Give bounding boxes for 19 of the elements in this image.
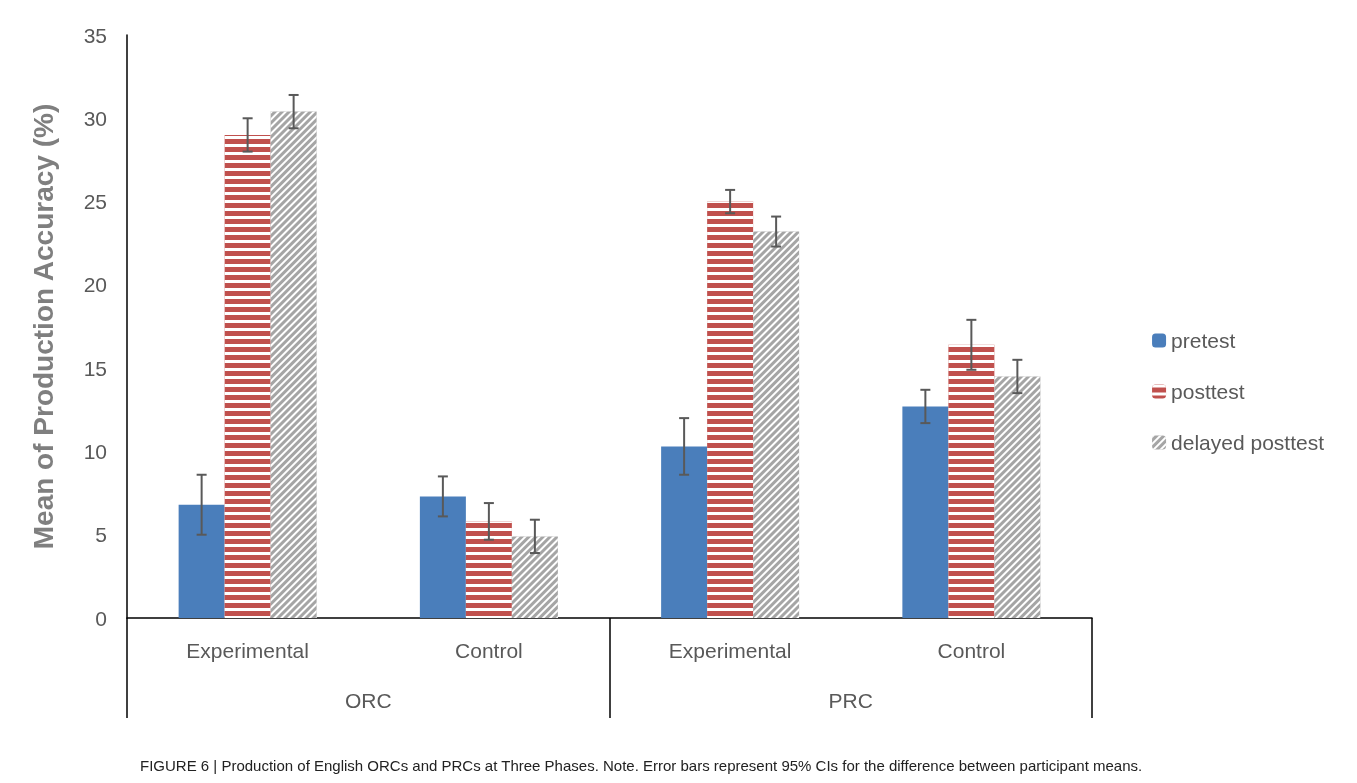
y-tick-label: 30 [83,106,107,130]
y-tick-label: 0 [95,606,107,630]
x-tick-label: Control [937,639,1006,662]
text: FIGURE 6 | Production of English ORCs and PRCs at Three Phases. Note. Error bars represent 95% CIs for the difference between participant means. [140,757,1143,774]
y-tick-label: 35 [83,23,107,47]
legend-label: pretest [1171,329,1236,352]
text: ORC [344,689,392,712]
legend-label: delayed posttest [1171,431,1325,454]
x-tick-label: Control [455,639,523,662]
x-tick-label: Experimental [668,639,792,662]
y-axis-title: Mean of Production Accuracy (%) [27,103,59,550]
y-tick-label: 5 [95,523,107,547]
x-tick-label: Experimental [186,639,309,662]
legend-label: posttest [1171,380,1245,403]
y-tick-label: 20 [83,273,107,297]
y-tick-label: 10 [83,439,107,463]
y-tick-label: 15 [83,356,107,380]
text: PRC [828,689,873,712]
y-tick-label: 25 [83,190,107,214]
